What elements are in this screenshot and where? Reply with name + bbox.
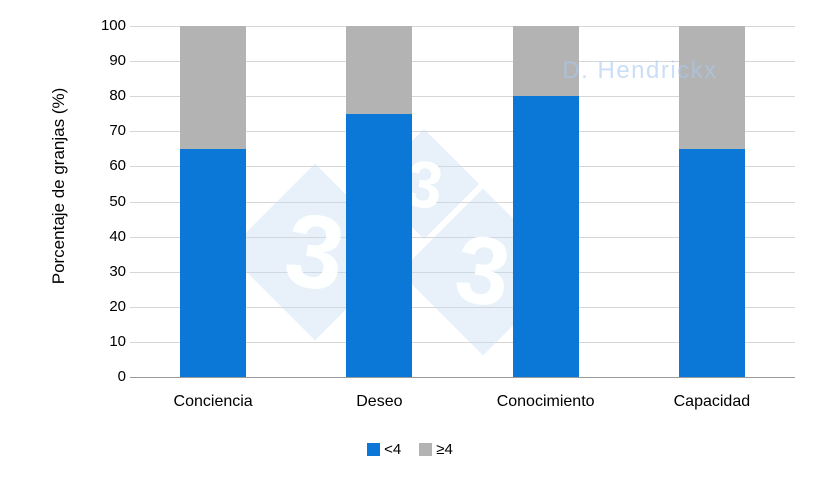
bar-segment	[512, 26, 579, 97]
y-tick-label: 30	[109, 262, 126, 280]
legend-swatch	[367, 443, 381, 456]
gridline	[130, 131, 795, 133]
y-axis-title: Porcentaje de granjas (%)	[49, 87, 68, 285]
bar-segment	[678, 148, 745, 377]
y-tick-label: 90	[109, 52, 126, 70]
x-axis-label: Capacidad	[673, 393, 751, 410]
y-tick-label: 80	[109, 87, 126, 105]
bar-segment	[346, 113, 413, 377]
legend: <4 ≥4	[0, 441, 820, 458]
y-tick-label: 60	[109, 157, 126, 175]
bar-segment	[180, 26, 247, 149]
gridline	[130, 271, 795, 273]
gridline	[130, 26, 795, 27]
x-axis-label: Deseo	[356, 393, 403, 410]
x-axis-label: Conocimiento	[496, 393, 595, 410]
logo-three: 3	[449, 214, 517, 329]
gridline	[130, 96, 795, 98]
plot-area: 3 3 3	[130, 26, 795, 378]
legend-label: ≥4	[436, 441, 453, 458]
y-tick-label: 0	[117, 368, 126, 385]
gridline	[130, 236, 795, 238]
bar-segment	[512, 96, 579, 377]
x-axis-label: Conciencia	[173, 393, 253, 410]
y-tick-label: 100	[100, 17, 126, 34]
bar-segment	[346, 26, 413, 114]
author-watermark: D. Hendrickx	[562, 57, 718, 84]
logo-three: 3	[278, 190, 352, 314]
gridline	[130, 201, 795, 203]
bar-segment	[180, 148, 247, 377]
gridline	[130, 341, 795, 343]
legend-item: <4	[367, 441, 401, 458]
gridline	[130, 166, 795, 168]
bars-layer	[130, 26, 795, 377]
gridline	[130, 306, 795, 308]
bar-segment	[678, 26, 745, 149]
gridlines-layer	[130, 26, 795, 378]
y-tick-label: 10	[109, 332, 126, 350]
y-tick-label: 40	[109, 227, 126, 245]
gridline	[130, 61, 795, 63]
y-tick-label: 20	[109, 297, 126, 315]
legend-label: <4	[384, 441, 402, 458]
legend-swatch	[419, 443, 433, 456]
y-tick-label: 50	[109, 192, 126, 210]
legend-item: ≥4	[419, 441, 453, 458]
y-tick-label: 70	[109, 122, 126, 140]
gridline	[130, 377, 795, 378]
